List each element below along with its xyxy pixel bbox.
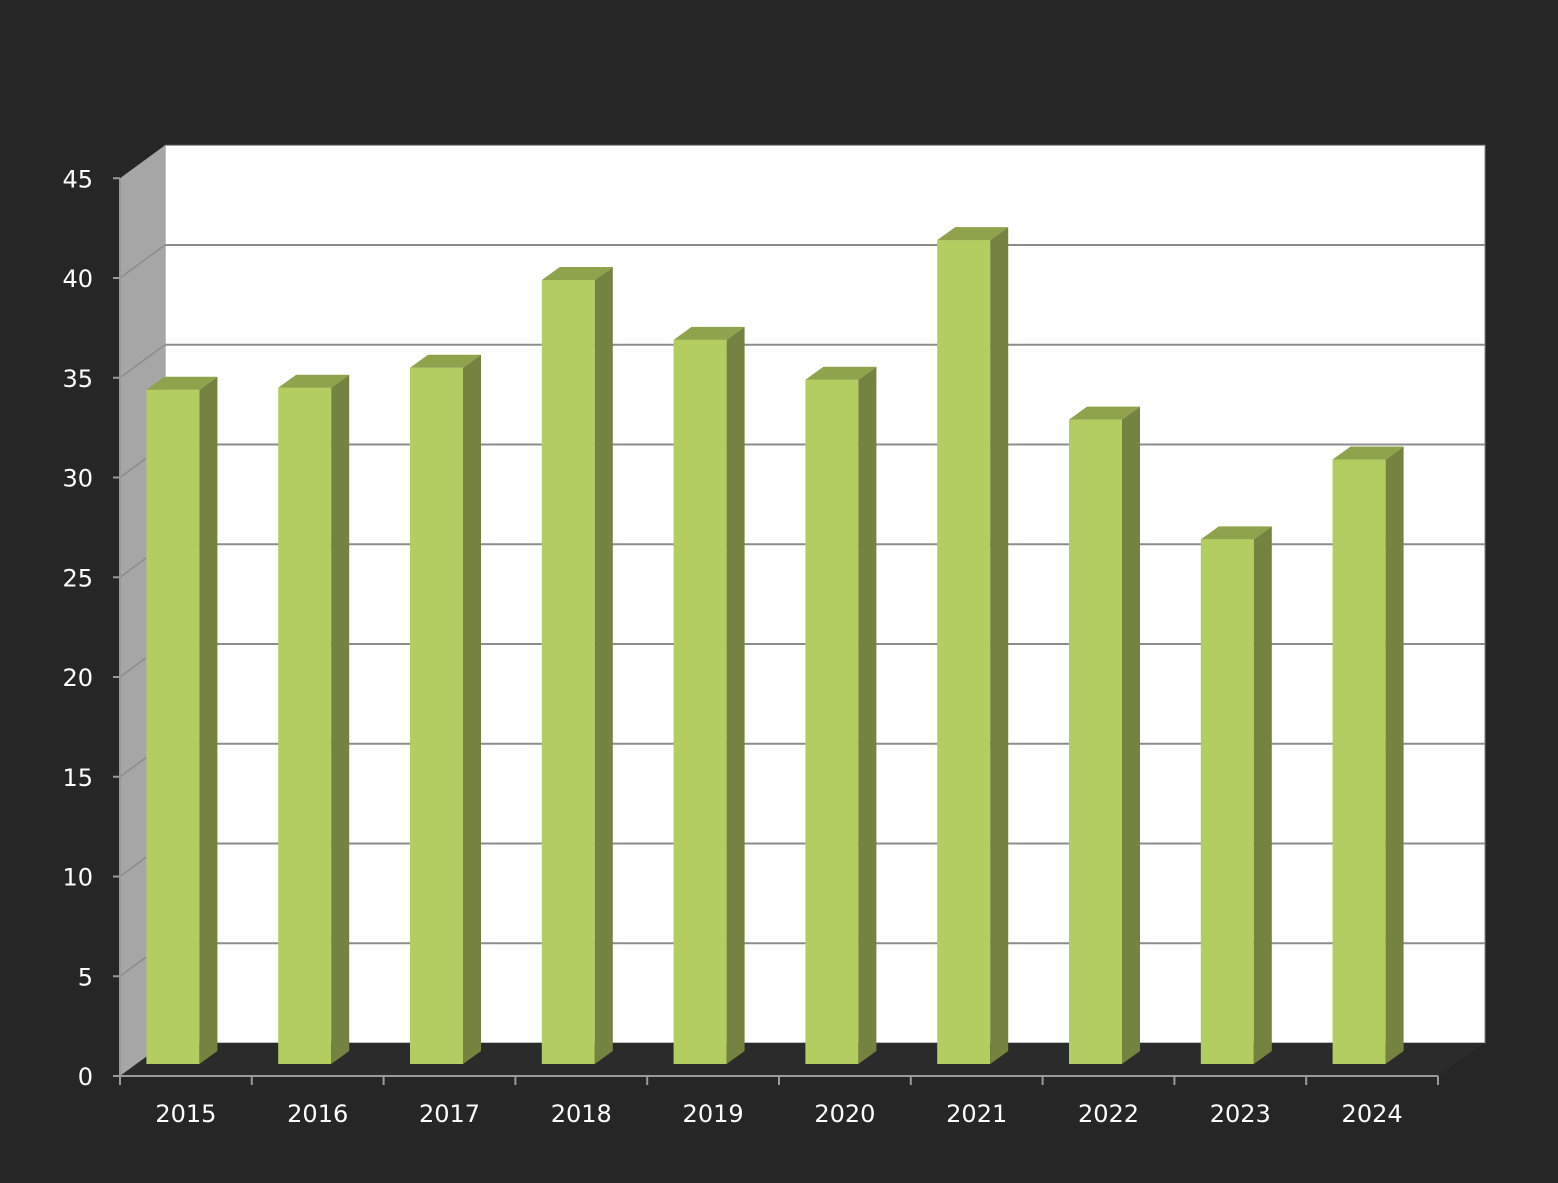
bar-front — [1200, 539, 1254, 1064]
bar-front — [410, 367, 463, 1064]
bar — [673, 326, 745, 1064]
axes — [113, 177, 1439, 1085]
y-tick-label: 45 — [62, 165, 93, 193]
y-tick-label: 20 — [62, 664, 93, 692]
bar — [1069, 406, 1140, 1064]
y-tick-label: 0 — [78, 1063, 93, 1091]
y-tick-label: 10 — [62, 864, 93, 892]
bar-top — [805, 366, 877, 380]
bar-top — [278, 374, 350, 388]
x-tick-label: 2022 — [1078, 1100, 1139, 1128]
bar-front — [146, 389, 200, 1064]
x-tick-label: 2024 — [1342, 1100, 1403, 1128]
bar-side — [331, 374, 350, 1064]
bar-top — [410, 354, 481, 368]
bar — [1200, 526, 1272, 1064]
x-axis-tick-labels: 2015 2016 2017 2018 2019 2020 2021 2022 2023 2024 — [155, 1100, 1402, 1128]
bar-side — [1385, 446, 1404, 1064]
x-tick-label: 2018 — [551, 1100, 612, 1128]
bar — [410, 354, 481, 1064]
bar-front — [1332, 459, 1386, 1064]
bar — [278, 374, 350, 1064]
x-tick-label: 2015 — [155, 1100, 216, 1128]
bar-top — [673, 326, 745, 340]
gridline-side — [119, 344, 166, 379]
bar-front — [541, 279, 595, 1065]
bar-top — [1332, 446, 1404, 460]
y-tick-label: 25 — [62, 564, 93, 592]
bar-top — [1069, 406, 1140, 420]
bar-top — [937, 227, 1009, 241]
bar-front — [805, 379, 859, 1065]
bar-side — [726, 326, 745, 1064]
bar-front — [1069, 419, 1122, 1064]
bar-side — [199, 376, 218, 1064]
bar — [146, 376, 218, 1064]
x-tick-label: 2016 — [287, 1100, 348, 1128]
y-tick-label: 35 — [62, 365, 93, 393]
y-tick-label: 40 — [62, 265, 93, 293]
bar-front — [673, 339, 727, 1064]
bar — [1332, 446, 1404, 1064]
bar-front — [937, 240, 991, 1064]
bar-side — [463, 354, 481, 1064]
bar-top — [1200, 526, 1272, 540]
x-tick-label: 2020 — [814, 1100, 875, 1128]
bar-side — [858, 366, 877, 1065]
x-tick-label: 2023 — [1210, 1100, 1271, 1128]
bar-side — [990, 227, 1009, 1064]
y-tick-label: 5 — [78, 963, 93, 991]
x-tick-label: 2017 — [419, 1100, 480, 1128]
bar — [937, 227, 1009, 1064]
x-tick-label: 2019 — [683, 1100, 744, 1128]
y-tick-label: 30 — [62, 465, 93, 493]
bar-top — [146, 376, 218, 390]
bar-series — [146, 227, 1404, 1065]
x-tick-label: 2021 — [946, 1100, 1007, 1128]
y-axis-tick-labels: 0 5 10 15 20 25 30 35 40 45 — [62, 165, 93, 1091]
bar-top — [541, 266, 613, 280]
bar — [805, 366, 877, 1065]
bar-side — [1253, 526, 1272, 1064]
bar-side — [1122, 406, 1140, 1064]
gridline-side — [119, 244, 166, 279]
y-tick-label: 15 — [62, 764, 93, 792]
bar — [541, 266, 613, 1065]
bar-front — [278, 387, 332, 1064]
bar-side — [594, 266, 613, 1065]
